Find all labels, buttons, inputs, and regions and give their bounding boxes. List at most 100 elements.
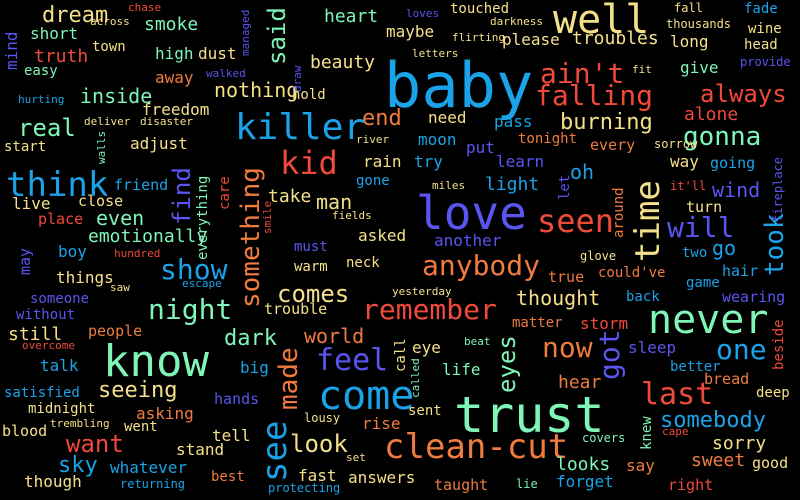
word-let: let [557, 174, 573, 200]
word-something: something [236, 167, 266, 308]
word-better: better [670, 359, 721, 375]
word-dream: dream [42, 3, 109, 28]
word-sleep: sleep [628, 338, 677, 357]
word-answers: answers [348, 468, 416, 487]
word-alone: alone [684, 104, 739, 125]
word-wine: wine [748, 21, 782, 37]
word-short: short [30, 24, 79, 43]
word-beat: beat [464, 335, 491, 348]
word-way: way [670, 152, 699, 171]
word-storm: storm [580, 314, 629, 333]
word-two: two [682, 245, 708, 261]
word-neck: neck [346, 255, 380, 271]
word-hear: hear [558, 372, 602, 393]
word-come: come [318, 373, 415, 419]
word-walked: walked [206, 67, 246, 80]
word-smile: smile [261, 200, 274, 234]
word-chase: chase [128, 1, 162, 14]
word-inside: inside [80, 84, 153, 108]
word-dark: dark [224, 326, 277, 351]
word-moon: moon [418, 130, 457, 149]
word-provide: provide [740, 55, 791, 69]
word-satisfied: satisfied [4, 385, 80, 401]
word-river: river [356, 133, 390, 146]
word-give: give [680, 58, 719, 77]
word-long: long [670, 32, 709, 51]
word-know: know [103, 336, 209, 387]
word-care: care [217, 176, 233, 210]
word-glove: glove [580, 249, 617, 263]
word-freedom: freedom [142, 100, 210, 119]
word-sent: sent [408, 403, 442, 419]
word-across: across [90, 15, 130, 28]
word-hands: hands [214, 390, 260, 408]
word-may: may [16, 247, 34, 275]
word-fields: fields [332, 209, 372, 222]
word-put: put [466, 138, 495, 157]
word-emotionally: emotionally [88, 226, 208, 247]
word-called: called [409, 358, 422, 398]
word-last: last [641, 377, 714, 412]
word-rise: rise [362, 414, 401, 433]
word-lousy: lousy [304, 411, 341, 425]
word-trembling: trembling [50, 417, 110, 430]
word-fit: fit [632, 63, 652, 76]
word-feel: feel [316, 343, 389, 378]
word-trust: trust [454, 386, 605, 444]
word-town: town [92, 39, 126, 55]
word-going: going [710, 154, 756, 172]
word-look: look [290, 430, 348, 458]
word-world: world [304, 324, 365, 348]
word-learn: learn [496, 152, 545, 171]
word-darkness: darkness [490, 15, 543, 28]
word-loves: loves [406, 7, 440, 20]
word-burning: burning [560, 110, 653, 135]
word-eye: eye [412, 338, 441, 357]
word-letters: letters [412, 47, 459, 60]
word-things: things [56, 268, 114, 287]
word-want: want [66, 430, 124, 458]
word-everything: everything [195, 175, 211, 260]
word-looks: looks [556, 454, 611, 475]
word-yesterday: yesterday [392, 285, 452, 298]
word-please: please [502, 30, 560, 49]
word-somebody: somebody [660, 408, 766, 433]
word-maybe: maybe [386, 22, 435, 41]
word-try: try [414, 152, 443, 171]
word-hold: hold [292, 87, 326, 103]
word-managed: managed [239, 9, 252, 56]
word-walls: walls [95, 130, 108, 164]
word-cape: cape [662, 425, 689, 438]
word-easy: easy [24, 63, 58, 79]
word-remember: remember [362, 293, 497, 326]
word-fade: fade [744, 1, 778, 17]
word-said: said [263, 7, 291, 65]
word-taught: taught [434, 476, 489, 494]
word-light: light [485, 174, 540, 195]
word-heart: heart [324, 6, 379, 27]
word-never: never [648, 297, 769, 343]
word-every: every [590, 136, 636, 154]
word-one: one [716, 333, 767, 366]
word-smoke: smoke [144, 14, 199, 35]
word-show: show [160, 253, 228, 286]
word-seeing: seeing [98, 378, 178, 403]
word-couldve: could've [598, 265, 666, 281]
word-fireplace: fireplace [771, 156, 785, 222]
word-troubles: troubles [572, 28, 659, 49]
word-see: see [255, 420, 295, 482]
word-matter: matter [512, 315, 563, 331]
word-time: time [628, 180, 668, 262]
word-still: still [8, 324, 63, 345]
word-went: went [124, 419, 158, 435]
word-midnight: midnight [28, 401, 96, 417]
word-deliver: deliver [84, 115, 131, 128]
word-made: made [274, 347, 304, 410]
word-blood: blood [2, 422, 48, 440]
word-touched: touched [450, 1, 510, 17]
word-sorry: sorry [712, 433, 767, 454]
word-tell: tell [212, 426, 251, 445]
word-asked: asked [358, 226, 407, 245]
word-go: go [712, 236, 737, 260]
word-baby: baby [384, 49, 534, 122]
